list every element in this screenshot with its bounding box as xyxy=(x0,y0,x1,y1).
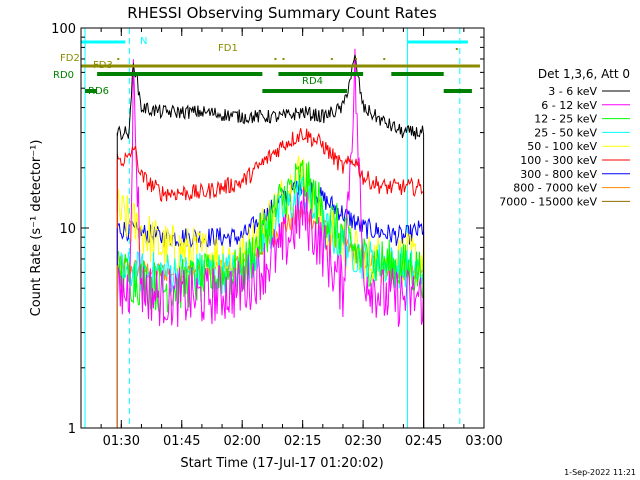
y-tick-label: 100 xyxy=(51,22,76,37)
flag-marker xyxy=(383,58,386,60)
y-tick-label: 1 xyxy=(68,422,76,437)
y-tick-label: 10 xyxy=(59,222,76,237)
flag-marker xyxy=(455,48,458,50)
flag-label-rd6: RD6 xyxy=(88,86,109,97)
flag-label-n: N xyxy=(140,36,147,47)
legend-label: 800 - 7000 keV xyxy=(513,182,597,195)
x-tick-label: 02:30 xyxy=(344,434,381,449)
flag-label-rd0: RD0 xyxy=(53,70,74,81)
legend-label: 3 - 6 keV xyxy=(548,85,597,98)
series-line-6-12-kev xyxy=(116,48,425,428)
chart-title: RHESSI Observing Summary Count Rates xyxy=(127,4,437,22)
legend-label: 300 - 800 keV xyxy=(520,168,597,181)
legend-label: 6 - 12 keV xyxy=(541,99,597,112)
flag-label-fd1: FD1 xyxy=(218,43,238,54)
series-layer xyxy=(116,48,425,428)
axes-layer: 01:30 01:45 02:00 02:15 02:30 02:45 03:00 1 10 10… xyxy=(51,22,503,449)
y-axis-label: Count Rate (s⁻¹ detector⁻¹) xyxy=(29,140,44,317)
x-tick-label: 01:30 xyxy=(103,434,140,449)
series-line-3-6-kev xyxy=(116,54,425,428)
x-tick-label: 03:00 xyxy=(465,434,502,449)
legend-label: 50 - 100 keV xyxy=(527,140,597,153)
x-tick-label: 02:45 xyxy=(405,434,442,449)
flag-label-rd4: RD4 xyxy=(302,76,323,87)
legend-label: 7000 - 15000 keV xyxy=(499,195,597,208)
footer-date: 1-Sep-2022 11:21 xyxy=(564,468,636,477)
flag-label-fd3: FD3 xyxy=(93,60,113,71)
flag-marker xyxy=(282,58,285,60)
legend-label: 100 - 300 keV xyxy=(520,154,597,167)
series-line-100-300-kev xyxy=(116,128,425,428)
x-axis-label: Start Time (17-Jul-17 01:20:02) xyxy=(180,456,383,471)
flag-marker xyxy=(330,58,333,60)
x-tick-label: 01:45 xyxy=(163,434,200,449)
x-tick-label: 02:00 xyxy=(223,434,260,449)
flag-marker xyxy=(274,58,277,60)
flag-marker xyxy=(117,58,120,60)
flag-label-fd2: FD2 xyxy=(60,53,80,64)
legend-label: 25 - 50 keV xyxy=(534,126,597,139)
x-tick-label: 02:15 xyxy=(284,434,321,449)
legend-label: 12 - 25 keV xyxy=(534,113,597,126)
flag-marker xyxy=(355,58,358,60)
legend-title: Det 1,3,6, Att 0 xyxy=(538,67,630,81)
flags-layer: N FD2 FD3 FD1 RD0 RD6 RD4 xyxy=(53,36,480,97)
